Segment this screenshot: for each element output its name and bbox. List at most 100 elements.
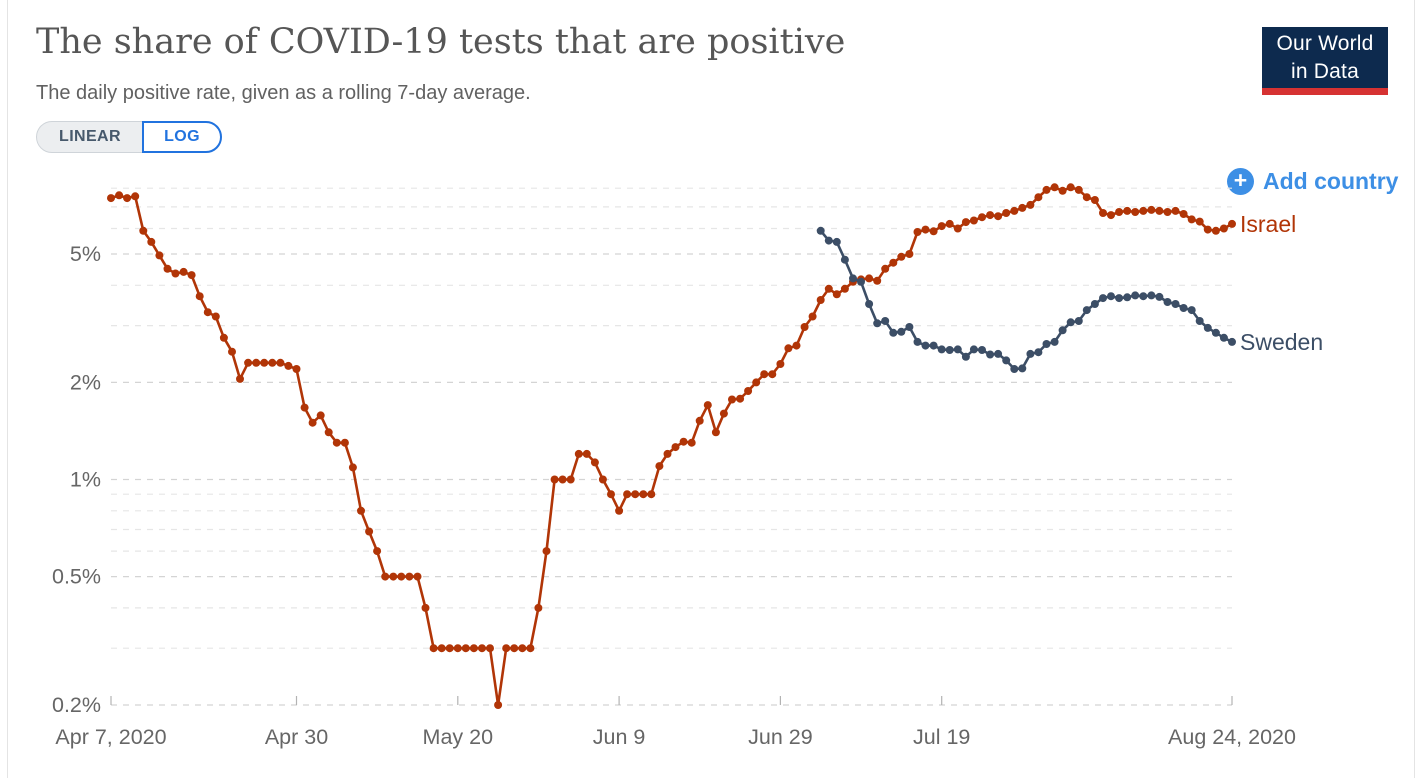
israel-point[interactable] (736, 394, 745, 403)
sweden-point[interactable] (857, 277, 865, 286)
israel-point[interactable] (123, 194, 132, 203)
israel-point[interactable] (300, 403, 309, 412)
israel-point[interactable] (139, 226, 148, 235)
israel-point[interactable] (1187, 215, 1196, 224)
israel-point[interactable] (1074, 185, 1083, 194)
israel-point[interactable] (373, 547, 382, 556)
israel-point[interactable] (1042, 185, 1051, 194)
israel-point[interactable] (1115, 208, 1124, 216)
israel-point[interactable] (324, 428, 333, 437)
sweden-point[interactable] (897, 327, 906, 336)
israel-point[interactable] (1002, 209, 1011, 217)
israel-point[interactable] (316, 411, 325, 420)
sweden-point[interactable] (889, 328, 898, 337)
israel-point[interactable] (1179, 210, 1188, 218)
israel-point[interactable] (574, 449, 583, 458)
sweden-point[interactable] (1147, 291, 1156, 300)
israel-point[interactable] (550, 475, 559, 484)
israel-point[interactable] (840, 284, 849, 293)
israel-point[interactable] (228, 347, 236, 356)
israel-point[interactable] (953, 224, 962, 233)
israel-point[interactable] (1147, 205, 1156, 214)
sweden-point[interactable] (929, 341, 938, 350)
israel-point[interactable] (284, 361, 293, 370)
israel-point[interactable] (340, 438, 349, 447)
sweden-point[interactable] (1155, 292, 1164, 301)
sweden-point[interactable] (1042, 340, 1051, 348)
israel-point[interactable] (663, 449, 672, 458)
sweden-point[interactable] (832, 237, 841, 246)
israel-point[interactable] (1211, 226, 1220, 235)
israel-point[interactable] (1171, 206, 1180, 215)
israel-point[interactable] (671, 443, 680, 452)
israel-point[interactable] (615, 506, 624, 515)
israel-point[interactable] (1082, 193, 1091, 202)
israel-point[interactable] (752, 378, 761, 387)
israel-point[interactable] (260, 358, 269, 367)
israel-point[interactable] (365, 527, 374, 536)
israel-point[interactable] (800, 323, 809, 331)
sweden-point[interactable] (873, 319, 882, 328)
israel-point[interactable] (760, 370, 769, 379)
israel-point[interactable] (655, 462, 664, 471)
israel-point[interactable] (913, 228, 922, 236)
israel-point[interactable] (510, 644, 519, 653)
sweden-point[interactable] (1107, 292, 1115, 301)
israel-point[interactable] (1163, 208, 1172, 216)
israel-point[interactable] (421, 603, 430, 612)
israel-point[interactable] (1123, 206, 1132, 215)
israel-point[interactable] (986, 211, 995, 220)
israel-point[interactable] (518, 644, 527, 653)
israel-point[interactable] (969, 216, 978, 225)
israel-point[interactable] (187, 271, 196, 280)
israel-point[interactable] (268, 358, 277, 367)
israel-point[interactable] (1228, 219, 1236, 228)
israel-point[interactable] (348, 463, 357, 472)
sweden-point[interactable] (1090, 300, 1099, 308)
israel-point[interactable] (1018, 203, 1027, 212)
israel-point[interactable] (768, 370, 777, 379)
israel-point[interactable] (1066, 183, 1075, 192)
israel-point[interactable] (832, 290, 841, 299)
israel-point[interactable] (994, 212, 1003, 221)
israel-point[interactable] (131, 192, 140, 201)
israel-point[interactable] (389, 572, 398, 581)
israel-point[interactable] (687, 438, 696, 447)
sweden-point[interactable] (1115, 294, 1124, 303)
sweden-points[interactable] (816, 226, 1236, 373)
israel-point[interactable] (711, 428, 720, 437)
israel-point[interactable] (961, 218, 970, 227)
israel-point[interactable] (155, 251, 164, 260)
israel-point[interactable] (905, 250, 914, 258)
israel-point[interactable] (647, 490, 656, 499)
israel-point[interactable] (881, 264, 890, 273)
sweden-point[interactable] (1219, 333, 1228, 342)
sweden-point[interactable] (1228, 337, 1236, 346)
israel-point[interactable] (776, 360, 785, 368)
sweden-point[interactable] (945, 346, 954, 354)
israel-point[interactable] (542, 547, 551, 556)
israel-point[interactable] (1155, 206, 1164, 215)
israel-series[interactable]: Israel (107, 183, 1296, 709)
israel-point[interactable] (978, 213, 986, 222)
israel-point[interactable] (873, 276, 882, 285)
sweden-point[interactable] (1179, 304, 1188, 312)
israel-point[interactable] (897, 252, 906, 261)
israel-point[interactable] (308, 418, 317, 427)
israel-point[interactable] (147, 237, 156, 246)
israel-point[interactable] (719, 409, 728, 418)
israel-point[interactable] (469, 644, 478, 653)
israel-point[interactable] (1107, 211, 1115, 220)
israel-point[interactable] (566, 475, 575, 484)
israel-point[interactable] (405, 572, 414, 581)
sweden-point[interactable] (921, 341, 930, 350)
israel-point[interactable] (211, 312, 220, 321)
israel-point[interactable] (607, 490, 615, 499)
israel-point[interactable] (728, 395, 736, 404)
sweden-point[interactable] (1058, 326, 1067, 335)
sweden-point[interactable] (1099, 294, 1107, 303)
israel-point[interactable] (808, 312, 817, 321)
israel-point[interactable] (889, 258, 898, 267)
sweden-point[interactable] (978, 346, 986, 354)
sweden-point[interactable] (1074, 317, 1083, 325)
